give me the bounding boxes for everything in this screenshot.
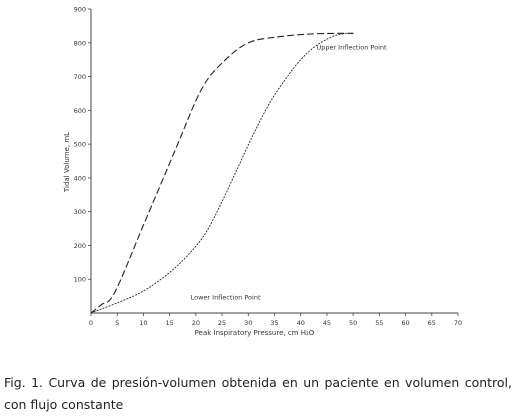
x-tick-label: 45 bbox=[323, 319, 331, 327]
figure-caption: Fig. 1. Curva de presión-volumen obtenid… bbox=[4, 372, 512, 416]
y-tick-label: 600 bbox=[74, 107, 86, 115]
y-tick-label: 400 bbox=[74, 174, 86, 182]
x-tick-label: 65 bbox=[428, 319, 436, 327]
x-tick-label: 30 bbox=[244, 319, 252, 327]
x-tick-label: 25 bbox=[218, 319, 226, 327]
x-tick-label: 70 bbox=[454, 319, 462, 327]
x-tick-label: 60 bbox=[401, 319, 409, 327]
y-tick-label: 200 bbox=[74, 242, 86, 250]
x-tick-label: 20 bbox=[192, 319, 200, 327]
y-tick-label: 300 bbox=[74, 208, 86, 216]
y-tick-label: 800 bbox=[74, 39, 86, 47]
x-axis-title: Peak Inspiratory Pressure, cm H₂O bbox=[195, 329, 315, 337]
annotation-label: Lower Inflection Point bbox=[191, 293, 261, 301]
y-tick-label: 500 bbox=[74, 141, 86, 149]
x-tick-label: 35 bbox=[270, 319, 278, 327]
y-tick-label: 900 bbox=[74, 6, 86, 14]
x-tick-label: 5 bbox=[115, 319, 119, 327]
y-axis-title: Tidal Volume, mL bbox=[63, 132, 71, 193]
x-tick-label: 15 bbox=[166, 319, 174, 327]
caption-text: Curva de presión-volumen obtenida en un … bbox=[4, 375, 513, 412]
series-line-dashed bbox=[90, 32, 354, 314]
series-line-dotted bbox=[90, 32, 354, 314]
x-tick-label: 40 bbox=[297, 319, 305, 327]
x-tick-label: 55 bbox=[375, 319, 383, 327]
y-tick-label: 700 bbox=[74, 73, 86, 81]
annotation-label: Upper Inflection Point bbox=[316, 44, 387, 52]
pressure-volume-chart: 0 5 10 15 20 25 30 35 40 45 50 55 60 65 70 100 200 300 400… bbox=[63, 6, 462, 338]
x-tick-label: 50 bbox=[349, 319, 357, 327]
caption-label: Fig. 1. bbox=[4, 375, 44, 390]
x-tick-label: 10 bbox=[139, 319, 147, 327]
y-tick-label: 100 bbox=[74, 276, 86, 284]
x-tick-label: 0 bbox=[89, 319, 93, 327]
